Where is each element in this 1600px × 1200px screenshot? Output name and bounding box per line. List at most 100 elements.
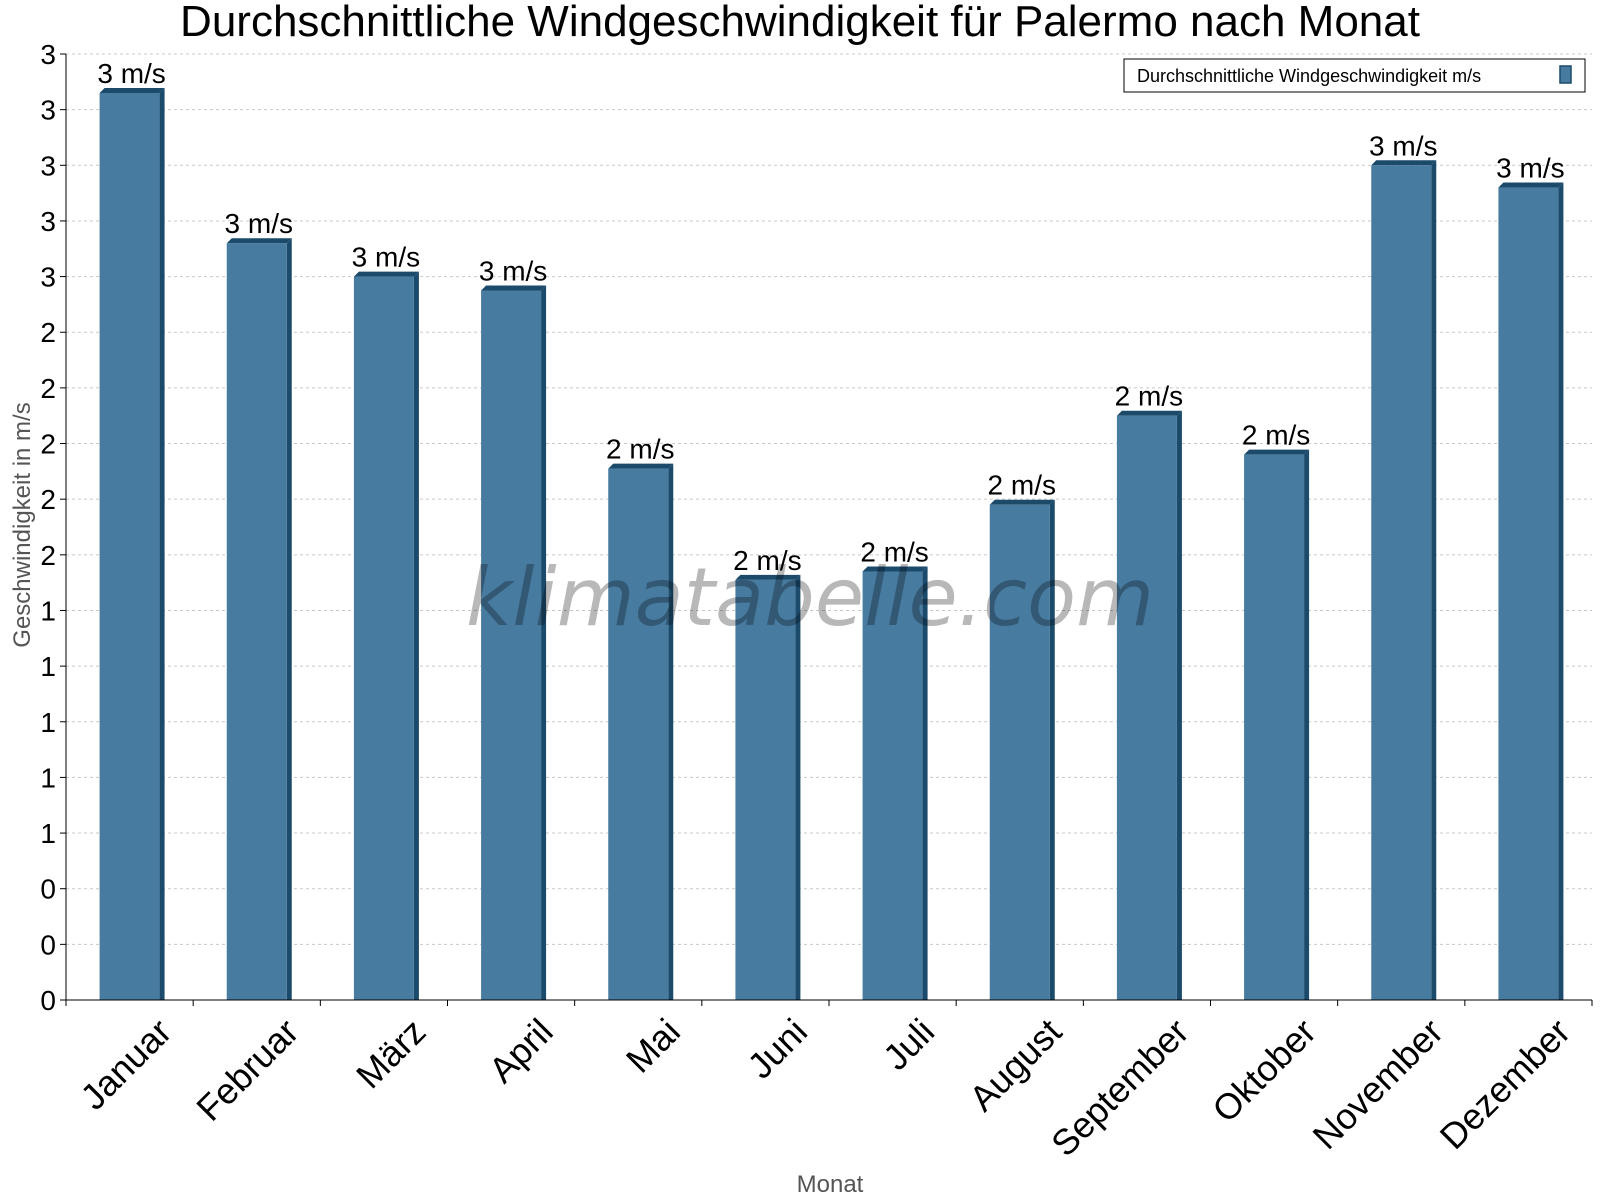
bar-front bbox=[989, 504, 1050, 1000]
data-label: 2 m/s bbox=[860, 537, 928, 568]
x-tick-label: Dezember bbox=[1432, 1011, 1578, 1157]
bar-front bbox=[1116, 415, 1177, 1000]
bar-top bbox=[989, 499, 1055, 505]
legend-swatch bbox=[1559, 65, 1572, 84]
bar-side bbox=[413, 271, 419, 1000]
y-tick-label: 2 bbox=[40, 317, 56, 348]
bar bbox=[989, 499, 1055, 1000]
data-label: 2 m/s bbox=[733, 545, 801, 576]
bar bbox=[481, 285, 547, 1000]
bar-front bbox=[1498, 187, 1559, 1000]
y-tick-label: 0 bbox=[40, 874, 56, 905]
x-axis-ticks: Januar Februar März April Mai Juni Juli AugustS… bbox=[65, 1000, 1593, 1165]
data-label: 3 m/s bbox=[1369, 130, 1437, 161]
legend: Durchschnittliche Windgeschwindigkeit m/… bbox=[1123, 58, 1586, 93]
x-tick-label: August bbox=[961, 1011, 1069, 1119]
bar-front bbox=[226, 243, 287, 1000]
bar bbox=[1371, 160, 1437, 1000]
bar-top bbox=[1116, 410, 1182, 416]
bar-top bbox=[99, 87, 165, 93]
y-axis-ticks: 0 0 0 1 1 1 1 1 2 2 2 2 2 3 3 3 3 3 bbox=[40, 39, 66, 1016]
x-axis-label: Monat bbox=[797, 1171, 864, 1198]
bar bbox=[608, 463, 674, 1001]
bar bbox=[862, 566, 928, 1000]
bar-side bbox=[668, 463, 674, 1001]
y-tick-label: 1 bbox=[40, 651, 56, 682]
y-tick-label: 3 bbox=[40, 95, 56, 126]
x-tick-label: September bbox=[1043, 1011, 1197, 1165]
x-tick-label: April bbox=[481, 1011, 561, 1091]
bar bbox=[1244, 449, 1310, 1000]
bar-top bbox=[862, 566, 928, 572]
legend-label: Durchschnittliche Windgeschwindigkeit m/… bbox=[1137, 66, 1481, 86]
y-tick-label: 2 bbox=[40, 373, 56, 404]
bar-side bbox=[795, 574, 801, 1000]
bar bbox=[226, 238, 292, 1000]
y-tick-label: 3 bbox=[40, 262, 56, 293]
data-labels: 3 m/s 3 m/s 3 m/s 3 m/s 2 m/s 2 m/s 2 m/s 2 m/s… bbox=[97, 58, 1564, 576]
y-tick-label: 3 bbox=[40, 206, 56, 237]
x-tick-label: Oktober bbox=[1204, 1011, 1324, 1131]
bar-top bbox=[481, 285, 547, 291]
x-tick-label: Juni bbox=[739, 1011, 815, 1087]
watermark: klimatabelle.com bbox=[466, 551, 1154, 644]
bar bbox=[735, 574, 801, 1000]
bar-front bbox=[1371, 165, 1432, 1000]
y-tick-label: 2 bbox=[40, 540, 56, 571]
bar-side bbox=[1304, 449, 1310, 1000]
data-label: 3 m/s bbox=[352, 242, 420, 273]
bar-top bbox=[1498, 182, 1564, 188]
x-tick-label: Juli bbox=[875, 1011, 942, 1078]
bar bbox=[1116, 410, 1182, 1000]
y-tick-label: 1 bbox=[40, 762, 56, 793]
bar-side bbox=[1431, 160, 1437, 1000]
data-label: 2 m/s bbox=[606, 434, 674, 465]
bar-top bbox=[608, 463, 674, 469]
bars bbox=[99, 87, 1564, 1001]
data-label: 2 m/s bbox=[1242, 420, 1310, 451]
x-tick-label: November bbox=[1304, 1011, 1450, 1157]
bar-top bbox=[353, 271, 419, 277]
data-label: 2 m/s bbox=[988, 470, 1056, 501]
bar-top bbox=[226, 238, 292, 244]
bar-front bbox=[735, 579, 796, 1000]
bar-side bbox=[1176, 410, 1182, 1000]
data-label: 3 m/s bbox=[225, 208, 293, 239]
y-tick-label: 2 bbox=[40, 429, 56, 460]
data-label: 2 m/s bbox=[1115, 381, 1183, 412]
bar bbox=[353, 271, 419, 1000]
bar-front bbox=[99, 92, 160, 1000]
bar-front bbox=[481, 290, 542, 1000]
legend-box bbox=[1123, 58, 1586, 93]
bar-top bbox=[1244, 449, 1310, 455]
y-tick-label: 3 bbox=[40, 150, 56, 181]
bar-side bbox=[286, 238, 292, 1000]
y-tick-label: 1 bbox=[40, 595, 56, 626]
y-tick-label: 2 bbox=[40, 484, 56, 515]
bar-top bbox=[735, 574, 801, 580]
bar-front bbox=[608, 468, 669, 1001]
bar-side bbox=[541, 285, 547, 1000]
bar-side bbox=[922, 566, 928, 1000]
y-tick-label: 0 bbox=[40, 985, 56, 1016]
bar bbox=[1498, 182, 1564, 1000]
y-tick-label: 1 bbox=[40, 707, 56, 738]
data-label: 3 m/s bbox=[479, 256, 547, 287]
x-tick-label: Februar bbox=[188, 1011, 306, 1129]
bar-side bbox=[1558, 182, 1564, 1000]
y-tick-label: 1 bbox=[40, 818, 56, 849]
grid-lines bbox=[66, 53, 1592, 945]
y-tick-label: 3 bbox=[40, 39, 56, 70]
x-tick-label: Januar bbox=[72, 1011, 179, 1118]
bar-side bbox=[1049, 499, 1055, 1000]
y-tick-label: 0 bbox=[40, 929, 56, 960]
y-axis-label: Geschwindigkeit in m/s bbox=[9, 402, 36, 647]
x-tick-label: März bbox=[348, 1011, 434, 1097]
bar-front bbox=[353, 276, 414, 1000]
bar-side bbox=[159, 87, 165, 1000]
bar-front bbox=[862, 571, 923, 1000]
x-tick-label: Mai bbox=[618, 1011, 688, 1081]
bar bbox=[99, 87, 165, 1000]
data-label: 3 m/s bbox=[97, 58, 165, 89]
